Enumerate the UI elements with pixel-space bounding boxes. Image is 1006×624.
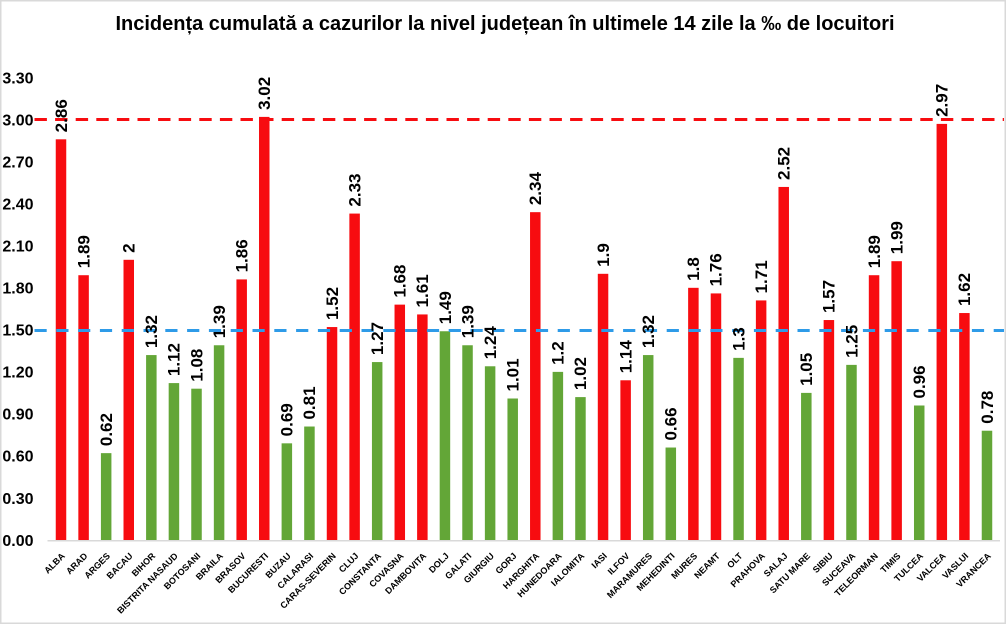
svg-text:1.76: 1.76 bbox=[707, 253, 726, 286]
svg-text:1.89: 1.89 bbox=[865, 235, 884, 268]
svg-text:1.50: 1.50 bbox=[2, 323, 33, 340]
svg-text:2.10: 2.10 bbox=[2, 239, 33, 256]
svg-text:1.2: 1.2 bbox=[549, 341, 568, 365]
svg-text:1.8: 1.8 bbox=[684, 257, 703, 281]
svg-text:3.02: 3.02 bbox=[255, 77, 274, 110]
svg-text:1.32: 1.32 bbox=[142, 315, 161, 348]
svg-text:1.20: 1.20 bbox=[2, 365, 33, 382]
svg-text:0.69: 0.69 bbox=[278, 403, 297, 436]
svg-text:1.32: 1.32 bbox=[639, 315, 658, 348]
svg-text:1.52: 1.52 bbox=[323, 287, 342, 320]
svg-text:1.08: 1.08 bbox=[187, 349, 206, 382]
svg-text:1.39: 1.39 bbox=[458, 305, 477, 338]
svg-text:0.66: 0.66 bbox=[662, 407, 681, 440]
svg-text:1.89: 1.89 bbox=[74, 235, 93, 268]
svg-text:1.49: 1.49 bbox=[436, 291, 455, 324]
svg-text:0.96: 0.96 bbox=[910, 365, 929, 398]
svg-text:1.39: 1.39 bbox=[210, 305, 229, 338]
svg-text:1.62: 1.62 bbox=[955, 273, 974, 306]
svg-text:1.01: 1.01 bbox=[504, 358, 523, 391]
svg-text:2: 2 bbox=[120, 243, 139, 252]
svg-text:1.12: 1.12 bbox=[165, 343, 184, 376]
svg-text:1.80: 1.80 bbox=[2, 281, 33, 298]
svg-text:3.00: 3.00 bbox=[2, 113, 33, 130]
svg-text:Incidența cumulată a cazurilor: Incidența cumulată a cazurilor la nivel … bbox=[115, 13, 894, 35]
svg-text:1.24: 1.24 bbox=[481, 326, 500, 360]
svg-text:0.30: 0.30 bbox=[2, 491, 33, 508]
svg-text:2.97: 2.97 bbox=[933, 84, 952, 117]
svg-text:1.05: 1.05 bbox=[797, 353, 816, 386]
svg-text:1.9: 1.9 bbox=[594, 243, 613, 267]
svg-text:0.00: 0.00 bbox=[2, 533, 33, 550]
svg-text:1.71: 1.71 bbox=[752, 260, 771, 293]
svg-text:1.61: 1.61 bbox=[413, 274, 432, 307]
svg-text:1.27: 1.27 bbox=[368, 322, 387, 355]
svg-text:1.86: 1.86 bbox=[232, 239, 251, 272]
svg-text:2.40: 2.40 bbox=[2, 197, 33, 214]
svg-text:2.52: 2.52 bbox=[775, 147, 794, 180]
svg-text:0.78: 0.78 bbox=[978, 391, 997, 424]
svg-text:2.34: 2.34 bbox=[526, 172, 545, 206]
svg-text:2.86: 2.86 bbox=[52, 99, 71, 132]
svg-text:1.99: 1.99 bbox=[887, 221, 906, 254]
svg-text:1.25: 1.25 bbox=[842, 325, 861, 358]
svg-text:1.57: 1.57 bbox=[820, 280, 839, 313]
svg-text:1.14: 1.14 bbox=[616, 340, 635, 374]
svg-text:0.81: 0.81 bbox=[300, 386, 319, 419]
svg-text:0.90: 0.90 bbox=[2, 407, 33, 424]
svg-text:3.30: 3.30 bbox=[2, 71, 33, 88]
svg-text:1.02: 1.02 bbox=[571, 357, 590, 390]
svg-text:1.68: 1.68 bbox=[391, 265, 410, 298]
svg-text:1.3: 1.3 bbox=[729, 327, 748, 351]
svg-text:2.70: 2.70 bbox=[2, 155, 33, 172]
svg-text:0.62: 0.62 bbox=[97, 413, 116, 446]
svg-text:0.60: 0.60 bbox=[2, 449, 33, 466]
svg-text:2.33: 2.33 bbox=[345, 173, 364, 206]
